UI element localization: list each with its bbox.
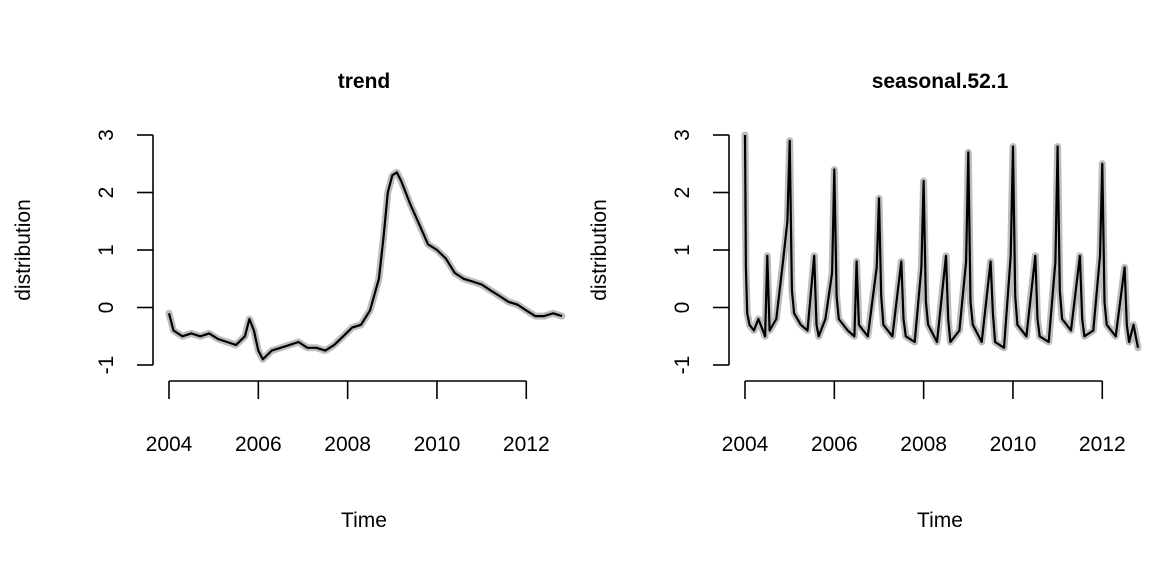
y-tick-label: 3 xyxy=(671,129,694,141)
series-band xyxy=(741,131,1142,352)
x-tick-label: 2012 xyxy=(503,433,550,456)
y-tick-label: 0 xyxy=(95,302,118,314)
y-tick-label: 1 xyxy=(671,244,694,256)
plot-area xyxy=(165,168,566,363)
y-axis-label: distribution xyxy=(588,199,611,301)
axis-ticks: -1 0 1 2 3 2004 2006 2008 2010 2012 xyxy=(671,129,1126,456)
y-tick-label: 2 xyxy=(671,187,694,199)
series-line xyxy=(167,171,563,361)
y-tick-label: 3 xyxy=(95,129,118,141)
plot-area xyxy=(741,131,1142,352)
y-tick-label: 2 xyxy=(95,187,118,199)
y-tick-label: 1 xyxy=(95,244,118,256)
y-tick-label: -1 xyxy=(671,356,694,375)
x-axis-label: Time xyxy=(917,509,963,532)
x-tick-label: 2010 xyxy=(990,433,1037,456)
chart-title: seasonal.52.1 xyxy=(872,70,1009,93)
chart-title: trend xyxy=(338,70,391,93)
seasonal-panel: seasonal.52.1 Time distribution -1 0 1 2 3 20… xyxy=(588,70,1142,532)
trend-panel: trend Time distribution -1 0 1 2 3 2004 2006 20… xyxy=(12,70,566,532)
y-axis-label: distribution xyxy=(12,199,35,301)
x-tick-label: 2004 xyxy=(722,433,769,456)
y-tick-label: -1 xyxy=(95,356,118,375)
y-tick-label: 0 xyxy=(671,302,694,314)
x-tick-label: 2008 xyxy=(324,433,371,456)
x-tick-label: 2008 xyxy=(900,433,947,456)
x-axis-label: Time xyxy=(341,509,387,532)
series-band xyxy=(165,168,566,363)
series-line xyxy=(743,134,1140,349)
x-tick-label: 2004 xyxy=(146,433,193,456)
x-tick-label: 2012 xyxy=(1079,433,1126,456)
axis-ticks: -1 0 1 2 3 2004 2006 2008 2010 2012 xyxy=(95,129,550,456)
x-tick-label: 2010 xyxy=(414,433,461,456)
x-tick-label: 2006 xyxy=(811,433,858,456)
x-tick-label: 2006 xyxy=(235,433,282,456)
